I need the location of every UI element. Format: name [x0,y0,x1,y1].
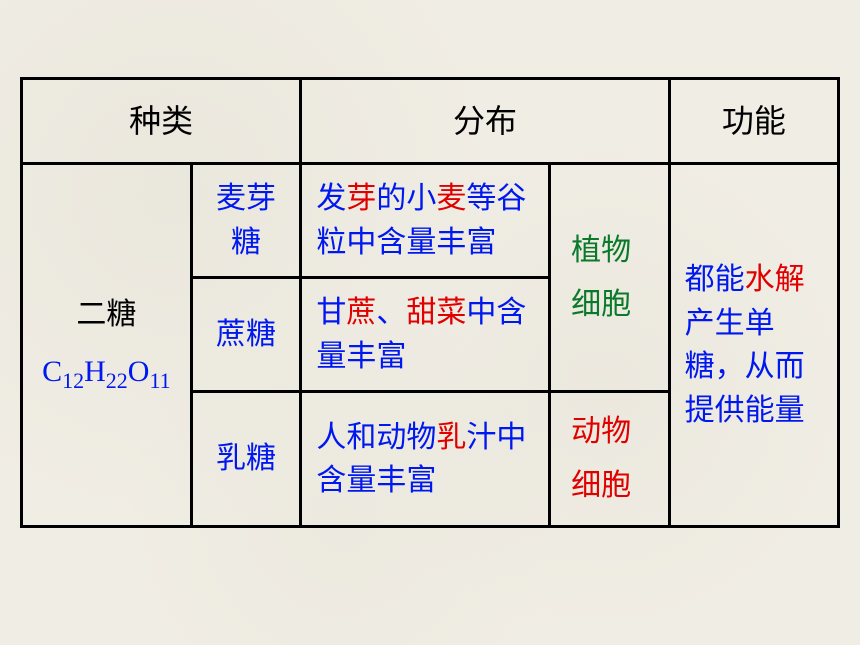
dist-text: 、 [376,296,406,329]
category-cell: 二糖 C12H22O11 [22,164,192,527]
location-animal: 动物 细胞 [550,392,670,527]
location-animal-l1: 动物 [571,405,658,459]
table-row: 二糖 C12H22O11 麦芽糖 发芽的小麦等谷粒中含量丰富 植物 细胞 都能水… [22,164,839,278]
dist-text: 发 [316,182,346,215]
function-cell: 都能水解产生单糖，从而提供能量 [669,164,838,527]
func-key: 水解 [745,263,805,296]
location-plant-l2: 细胞 [571,278,658,332]
formula-n1: 12 [62,368,84,393]
category-label: 二糖 [27,293,186,337]
dist-text: 的小 [376,182,436,215]
dist-text: 人和动物 [316,421,436,454]
dist-key: 甜菜 [406,296,466,329]
dist-key: 蔗 [346,296,376,329]
formula-c: C [42,355,62,388]
sugar-name-sucrose: 蔗糖 [191,278,301,392]
func-text: 产生单糖，从而提供能量 [685,307,805,427]
func-text: 都能 [685,263,745,296]
header-category: 种类 [22,78,301,163]
dist-key: 麦 [436,182,466,215]
table-header-row: 种类 分布 功能 [22,78,839,163]
dist-key: 乳 [436,421,466,454]
sugar-table-container: 种类 分布 功能 二糖 C12H22O11 麦芽糖 发芽的小麦等谷粒中含量丰富 … [20,77,840,528]
category-formula: C12H22O11 [27,350,186,397]
location-plant: 植物 细胞 [550,164,670,392]
header-distribution: 分布 [301,78,669,163]
dist-text: 甘 [316,296,346,329]
formula-h: H [84,355,106,388]
distribution-sucrose: 甘蔗、甜菜中含量丰富 [301,278,550,392]
distribution-lactose: 人和动物乳汁中含量丰富 [301,392,550,527]
header-function: 功能 [669,78,838,163]
formula-o: O [128,355,150,388]
dist-key: 芽 [346,182,376,215]
formula-n3: 11 [149,368,170,393]
formula-n2: 22 [106,368,128,393]
location-plant-l1: 植物 [571,224,658,278]
sugar-name-lactose: 乳糖 [191,392,301,527]
sugar-name-maltose: 麦芽糖 [191,164,301,278]
sugar-table: 种类 分布 功能 二糖 C12H22O11 麦芽糖 发芽的小麦等谷粒中含量丰富 … [20,77,840,528]
distribution-maltose: 发芽的小麦等谷粒中含量丰富 [301,164,550,278]
location-animal-l2: 细胞 [571,459,658,513]
